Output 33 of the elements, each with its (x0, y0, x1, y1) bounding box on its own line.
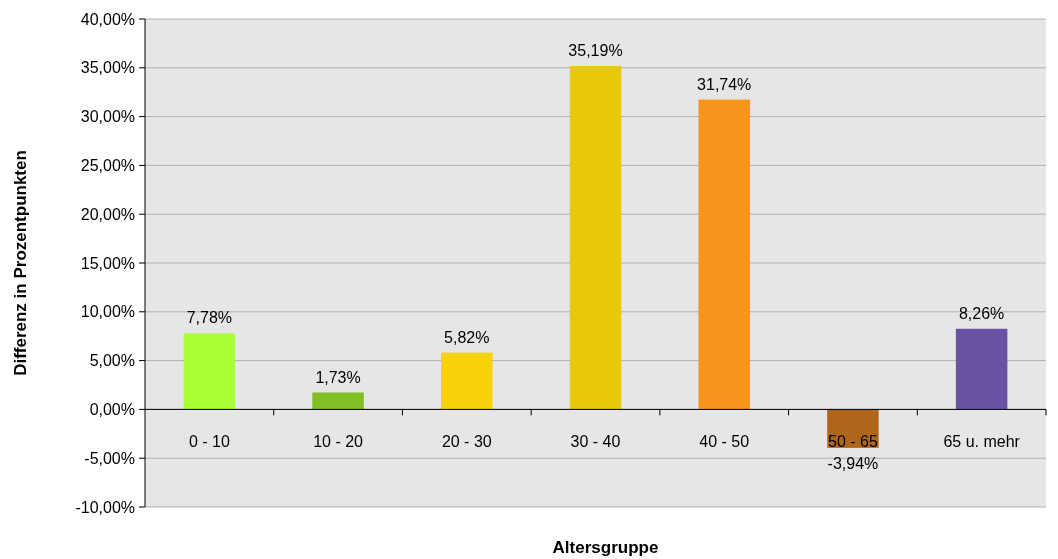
x-tick-label: 30 - 40 (570, 433, 621, 451)
x-tick-label: 40 - 50 (699, 433, 750, 451)
x-tick-label: 65 u. mehr (943, 433, 1021, 451)
data-label: 1,73% (315, 368, 361, 386)
y-tick-label: 25,00% (80, 157, 135, 174)
y-tick-label: 5,00% (89, 352, 135, 370)
y-tick-label: 40,00% (80, 10, 135, 28)
y-tick-label: 35,00% (80, 59, 135, 77)
bar (183, 333, 236, 410)
x-tick-label: 20 - 30 (441, 433, 492, 451)
data-label: 35,19% (568, 41, 623, 59)
data-label: 31,74% (697, 75, 752, 93)
x-tick-label: 10 - 20 (313, 433, 364, 451)
y-tick-label: 10,00% (80, 303, 135, 321)
y-tick-label: 0,00% (89, 401, 135, 418)
bar (441, 352, 493, 410)
data-label: -3,94% (827, 454, 879, 472)
y-tick-label: 30,00% (80, 108, 135, 126)
x-axis-title: Altersgruppe (552, 538, 659, 557)
y-tick-label: -10,00% (75, 498, 135, 516)
bar (955, 328, 1008, 410)
y-tick-label: 20,00% (80, 205, 135, 223)
bar (698, 99, 750, 410)
data-label: 5,82% (444, 328, 490, 346)
data-label: 8,26% (958, 304, 1005, 322)
y-tick-label: 15,00% (80, 254, 135, 272)
x-tick-label: 50 - 65 (828, 433, 878, 451)
bar (569, 65, 622, 410)
x-tick-label: 0 - 10 (188, 433, 230, 451)
y-tick-label: -5,00% (84, 449, 135, 467)
bar (312, 392, 364, 410)
y-axis-title: Differenz in Prozentpunkten (11, 150, 30, 376)
data-label: 7,78% (186, 309, 233, 327)
